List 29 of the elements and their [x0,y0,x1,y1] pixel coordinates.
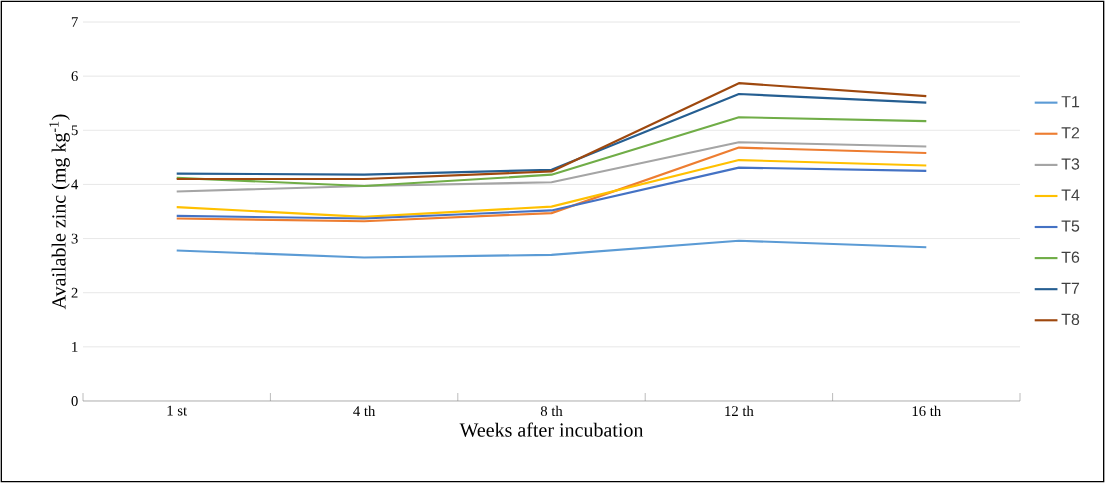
legend-label: T7 [1061,282,1080,294]
y-tick-label: 5 [71,125,78,136]
legend-label: T3 [1061,158,1080,170]
legend-label: T1 [1061,96,1080,108]
y-tick-label: 3 [71,233,78,244]
legend-label: T6 [1061,251,1080,263]
y-axis-title: Available zinc (mg kg$^{-1}$) [49,114,70,310]
y-tick-label: 1 [72,342,78,352]
y-tick-label: 0 [71,396,78,406]
y-tick-label: 4 [71,179,79,190]
legend-label: T4 [1061,189,1080,201]
line-series [175,92,928,176]
line-series [175,116,928,188]
y-tick-label: 7 [71,17,78,27]
y-tick-label: 6 [71,71,78,82]
x-tick-label: 8 th [540,405,563,417]
x-tick-label: 12 th [725,405,754,417]
line-series [175,146,928,223]
x-tick-label: 1 st [167,405,188,416]
x-tick-label: 16 th [912,405,941,417]
line-series [175,141,928,193]
legend-label: T5 [1061,220,1080,232]
line-series [175,239,928,259]
legend-label: T2 [1061,127,1080,139]
x-tick-label: 4 th [353,405,376,417]
line-series [175,82,928,181]
x-axis-title: Weeks after incubation [459,422,644,437]
y-tick-label: 2 [71,287,78,298]
legend-label: T8 [1061,313,1080,326]
